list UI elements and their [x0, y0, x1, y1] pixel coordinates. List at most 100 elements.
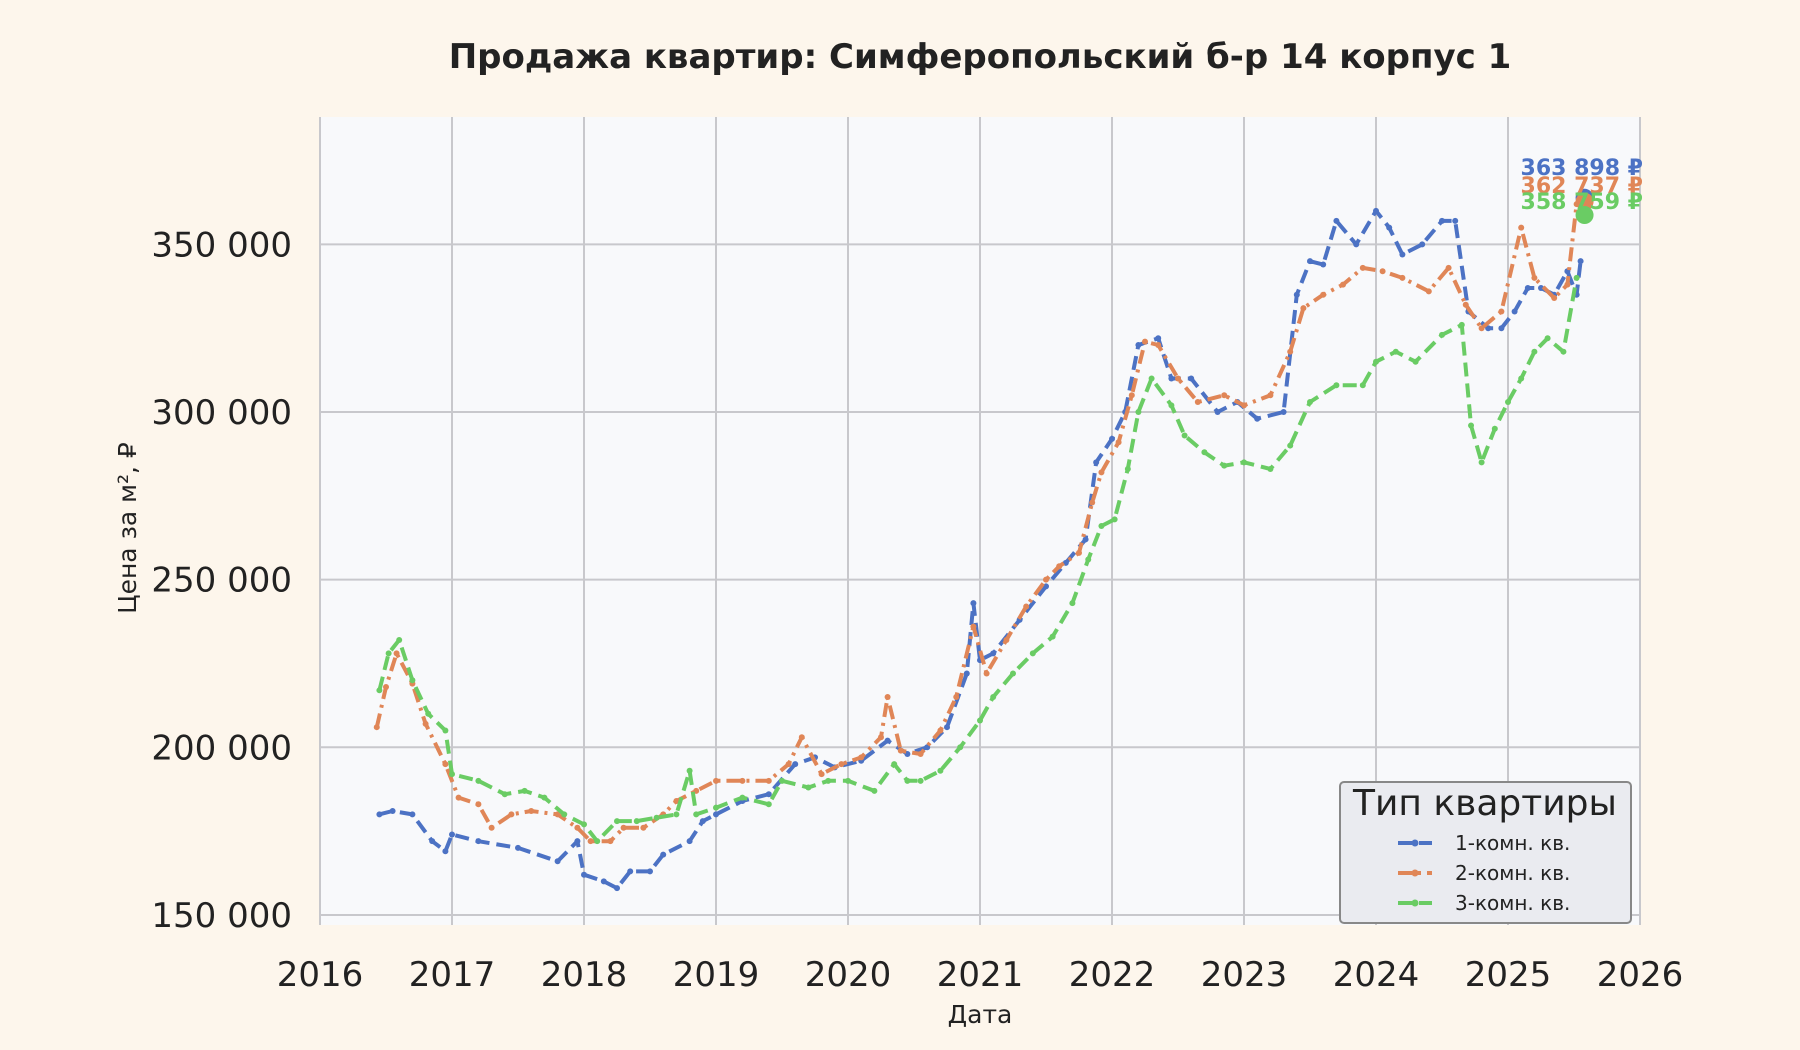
data-point: [1419, 241, 1426, 248]
data-point: [904, 777, 911, 784]
data-point: [1194, 398, 1201, 405]
data-point: [1188, 375, 1195, 382]
end-marker-2: [1575, 192, 1594, 211]
data-point: [1300, 305, 1307, 312]
data-point: [1076, 549, 1082, 556]
data-point: [581, 871, 587, 878]
data-point: [1109, 435, 1115, 442]
x-tick-label: 2026: [1597, 955, 1684, 995]
data-point: [1531, 274, 1538, 281]
data-point: [1115, 439, 1122, 446]
data-point: [1485, 325, 1492, 332]
x-tick-label: 2020: [805, 955, 892, 995]
data-point: [1551, 295, 1558, 302]
data-point: [1399, 274, 1406, 281]
data-point: [1518, 224, 1525, 231]
data-point: [1010, 670, 1016, 677]
data-point: [1142, 338, 1148, 345]
data-point: [1478, 459, 1485, 466]
data-point: [1287, 348, 1294, 355]
y-tick-label: 150 000: [151, 896, 292, 936]
data-point: [455, 794, 462, 801]
data-point: [607, 838, 614, 845]
data-point: [1307, 258, 1313, 265]
data-point: [1564, 281, 1571, 288]
data-point: [528, 808, 535, 815]
data-point: [449, 771, 455, 778]
data-point: [389, 808, 396, 815]
data-point: [1267, 466, 1274, 473]
tick-labels: 2016 2017 2018 2019 2020 2021 2022 2023 2024 2025…: [151, 225, 1683, 995]
data-point: [1373, 358, 1379, 365]
data-point: [1069, 600, 1076, 607]
data-point: [488, 824, 495, 831]
data-point: [917, 751, 924, 758]
data-point: [713, 777, 719, 784]
grid-lines: [319, 117, 1641, 925]
data-point: [1498, 325, 1505, 332]
data-point: [1445, 264, 1452, 271]
y-tick-label: 250 000: [151, 561, 292, 601]
legend-swatch-marker: [1411, 899, 1419, 907]
series-lines: [373, 201, 1584, 892]
data-point: [1241, 459, 1247, 466]
data-point: [1458, 321, 1465, 328]
data-point: [1089, 499, 1096, 506]
x-tick-label: 2023: [1201, 955, 1288, 995]
data-point: [1524, 284, 1531, 291]
data-point: [1573, 274, 1580, 281]
chart-title: Продажа квартир: Симферопольский б-р 14 …: [449, 37, 1512, 77]
data-point: [475, 777, 482, 784]
data-point: [1425, 288, 1432, 295]
data-point: [713, 811, 719, 818]
data-point: [1128, 392, 1135, 399]
data-point: [891, 761, 898, 768]
data-point: [818, 771, 825, 778]
data-point: [1049, 633, 1056, 640]
data-point: [422, 720, 429, 727]
data-point: [957, 744, 964, 751]
data-point: [990, 694, 997, 701]
data-point: [574, 838, 581, 845]
data-point: [1439, 331, 1445, 338]
data-point: [653, 814, 660, 821]
data-point: [673, 797, 680, 804]
data-point: [1023, 603, 1030, 610]
legend-label-3: 3-комн. кв.: [1455, 891, 1570, 915]
data-point: [1214, 409, 1221, 416]
legend-swatch-marker: [1411, 869, 1419, 877]
data-point: [1181, 432, 1188, 439]
data-point: [1111, 516, 1118, 523]
series-markers-2: [373, 201, 1580, 845]
data-point: [1098, 469, 1105, 476]
data-point: [385, 650, 392, 657]
data-point: [1082, 536, 1089, 543]
data-point: [1280, 409, 1287, 416]
data-point: [409, 811, 416, 818]
data-point: [1135, 409, 1142, 416]
data-point: [620, 824, 627, 831]
data-point: [845, 777, 851, 784]
data-point: [1320, 261, 1327, 268]
legend-title: Тип квартиры: [1352, 783, 1617, 824]
data-point: [970, 623, 977, 630]
data-point: [693, 811, 700, 818]
data-point: [1386, 224, 1393, 231]
data-point: [373, 724, 380, 731]
data-point: [963, 670, 970, 677]
data-point: [429, 838, 436, 845]
data-point: [977, 717, 983, 724]
legend-swatch-marker: [1411, 839, 1419, 847]
data-point: [1254, 415, 1261, 422]
data-point: [739, 794, 746, 801]
data-point: [1538, 284, 1544, 291]
data-point: [1577, 258, 1584, 265]
data-point: [1560, 348, 1567, 355]
data-point: [449, 831, 455, 838]
data-point: [1267, 392, 1274, 399]
data-point: [1293, 291, 1300, 298]
data-point: [825, 777, 832, 784]
data-point: [1056, 563, 1063, 570]
data-point: [739, 777, 746, 784]
data-point: [541, 794, 548, 801]
